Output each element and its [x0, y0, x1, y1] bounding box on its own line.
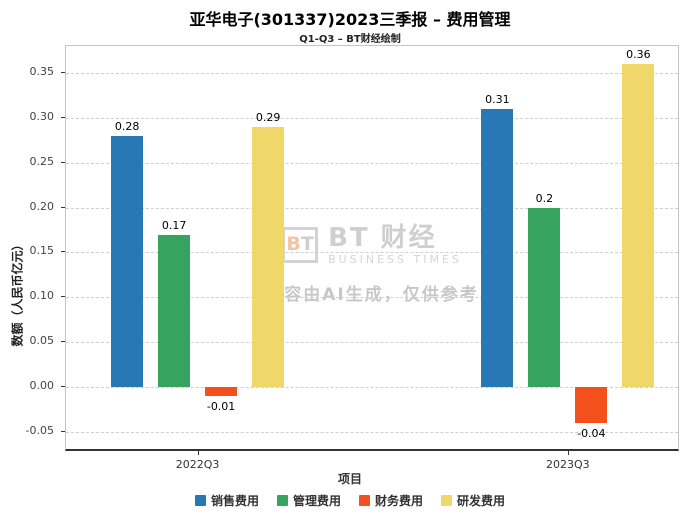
bar — [252, 126, 285, 388]
bar — [205, 387, 238, 397]
y-tick-mark — [61, 341, 65, 343]
gridline — [66, 387, 678, 389]
legend-swatch-icon — [359, 495, 370, 506]
y-tick-mark — [61, 71, 65, 73]
watermark-brand-sub: BUSINESS TIMES — [328, 252, 462, 266]
y-tick-label: 0.00 — [29, 379, 55, 393]
chart-subtitle: Q1-Q3 – BT财经绘制 — [299, 34, 401, 45]
y-tick-label: 0.25 — [29, 154, 55, 168]
y-tick-mark — [61, 386, 65, 388]
bar — [481, 108, 514, 388]
bar-value-label: 0.31 — [485, 92, 510, 106]
bar-value-label: 0.17 — [161, 218, 187, 232]
legend-item: 财务费用 — [359, 492, 423, 509]
watermark-brand: BT 财经 — [328, 223, 437, 253]
x-axis-title: 项目 — [337, 472, 362, 486]
gridline — [66, 252, 678, 254]
y-tick-mark — [61, 206, 65, 208]
bar-value-label: 0.29 — [255, 110, 281, 124]
y-tick-label: 0.20 — [29, 199, 55, 213]
y-tick-mark — [61, 431, 65, 433]
legend-swatch-icon — [441, 495, 453, 506]
x-tick-mark — [197, 451, 199, 455]
bar-value-label: -0.01 — [206, 400, 236, 414]
legend-label: 财务费用 — [375, 494, 424, 508]
y-tick-label: 0.05 — [29, 334, 55, 348]
bar-value-label: 0.28 — [114, 119, 140, 133]
y-tick-mark — [61, 251, 65, 253]
legend-item: 销售费用 — [194, 492, 259, 509]
legend-label: 销售费用 — [210, 494, 259, 508]
legend-swatch-icon — [276, 495, 288, 506]
bar — [111, 135, 144, 388]
bar-value-label: -0.04 — [577, 427, 606, 441]
y-tick-mark — [61, 116, 65, 118]
gridline — [66, 207, 678, 209]
y-tick-label: 0.10 — [29, 289, 55, 303]
x-tick-label: 2022Q3 — [175, 458, 220, 471]
legend-label: 研发费用 — [457, 494, 506, 508]
y-tick-label: 0.15 — [29, 244, 55, 258]
legend-label: 管理费用 — [292, 494, 341, 508]
y-tick-mark — [61, 161, 65, 163]
y-tick-label: 0.35 — [29, 64, 55, 78]
bar-value-label: 0.36 — [626, 47, 651, 61]
bar — [622, 63, 655, 388]
gridline — [66, 432, 678, 434]
gridline — [66, 162, 678, 164]
legend: 销售费用 管理费用 财务费用 研发费用 — [0, 492, 700, 509]
y-tick-label: 0.30 — [29, 109, 55, 123]
y-tick-mark — [61, 296, 65, 298]
legend-item: 管理费用 — [276, 492, 341, 509]
chart-title: 亚华电子(301337)2023三季报 – 费用管理 — [189, 10, 511, 29]
bar — [528, 207, 561, 388]
y-axis: 数额（人民币亿元） -0.05 0.00 0.05 0.10 0.15 0.20 0.25 0… — [0, 45, 65, 451]
gridline — [66, 117, 678, 119]
watermark-brand-text: BT 财经 BUSINESS TIMES — [328, 224, 462, 266]
bar — [575, 387, 608, 424]
gridline — [66, 342, 678, 344]
bar-value-label: 0.2 — [535, 191, 554, 205]
gridline — [66, 72, 678, 74]
x-tick-mark — [567, 451, 569, 455]
gridline — [66, 297, 678, 299]
legend-item: 研发费用 — [441, 492, 505, 509]
bar — [158, 234, 191, 388]
x-tick-label: 2023Q3 — [546, 458, 590, 471]
y-tick-label: -0.05 — [25, 424, 54, 438]
watermark-disclaimer: 内容由AI生成，仅供参考 — [265, 284, 479, 305]
legend-swatch-icon — [194, 495, 206, 506]
